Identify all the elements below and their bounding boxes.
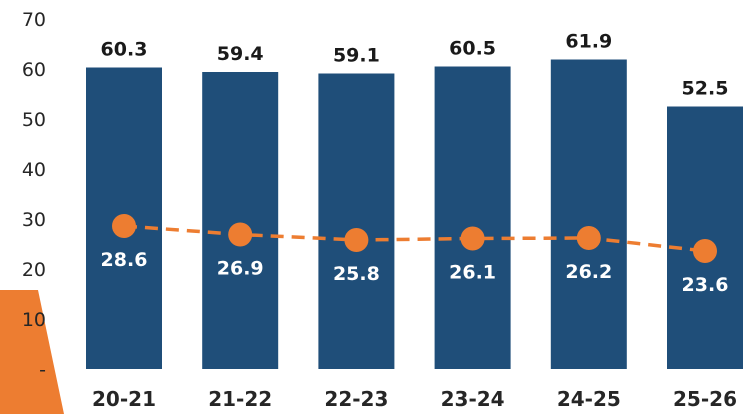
bar	[202, 72, 279, 369]
y-axis-ticks: - 10 20 30 40 50 60 70	[22, 9, 46, 381]
bar	[434, 66, 511, 369]
y-tick-label: -	[39, 359, 46, 381]
bar-value-label: 60.3	[101, 39, 148, 61]
line-point	[576, 226, 601, 250]
bar-value-label: 61.9	[565, 31, 612, 53]
bar-series	[86, 59, 743, 369]
line-point	[460, 226, 485, 251]
x-category-label: 22-23	[324, 387, 388, 411]
x-category-label: 20-21	[92, 387, 156, 411]
line-point	[693, 239, 717, 263]
bar-value-label: 60.5	[449, 38, 496, 60]
y-tick-label: 40	[22, 159, 46, 181]
line-series	[112, 214, 717, 263]
bar	[318, 73, 395, 369]
line-point	[344, 228, 369, 252]
y-tick-label: 10	[22, 309, 46, 331]
y-tick-label: 70	[22, 9, 46, 31]
x-category-label: 21-22	[208, 387, 272, 411]
line-data-labels: 28.6 26.9 25.8 26.1 26.2 23.6	[101, 249, 729, 296]
line-value-label: 28.6	[101, 249, 148, 271]
line-point	[112, 214, 136, 238]
y-tick-label: 30	[22, 209, 46, 231]
bar-data-labels: 60.3 59.4 59.1 60.5 61.9 52.5	[101, 31, 729, 100]
line-path	[123, 224, 706, 253]
line-value-label: 25.8	[333, 263, 380, 285]
bar-value-label: 52.5	[682, 78, 729, 100]
x-category-label: 23-24	[441, 387, 505, 411]
bar	[667, 106, 743, 369]
y-tick-label: 50	[22, 109, 46, 131]
x-axis-categories: 20-21 21-22 22-23 23-24 24-25 25-26	[92, 387, 737, 411]
line-value-label: 26.1	[449, 262, 496, 284]
bar	[550, 59, 627, 369]
line-value-label: 26.2	[565, 261, 612, 283]
bar-value-label: 59.4	[217, 43, 264, 65]
line-value-label: 23.6	[682, 274, 729, 296]
line-value-label: 26.9	[217, 258, 264, 280]
x-category-label: 24-25	[557, 387, 621, 411]
y-tick-label: 60	[22, 59, 46, 81]
x-category-label: 25-26	[673, 387, 737, 411]
y-tick-label: 20	[22, 259, 46, 281]
orange-corner-decoration	[0, 290, 64, 414]
line-point	[228, 222, 253, 247]
bar-value-label: 59.1	[333, 45, 380, 67]
